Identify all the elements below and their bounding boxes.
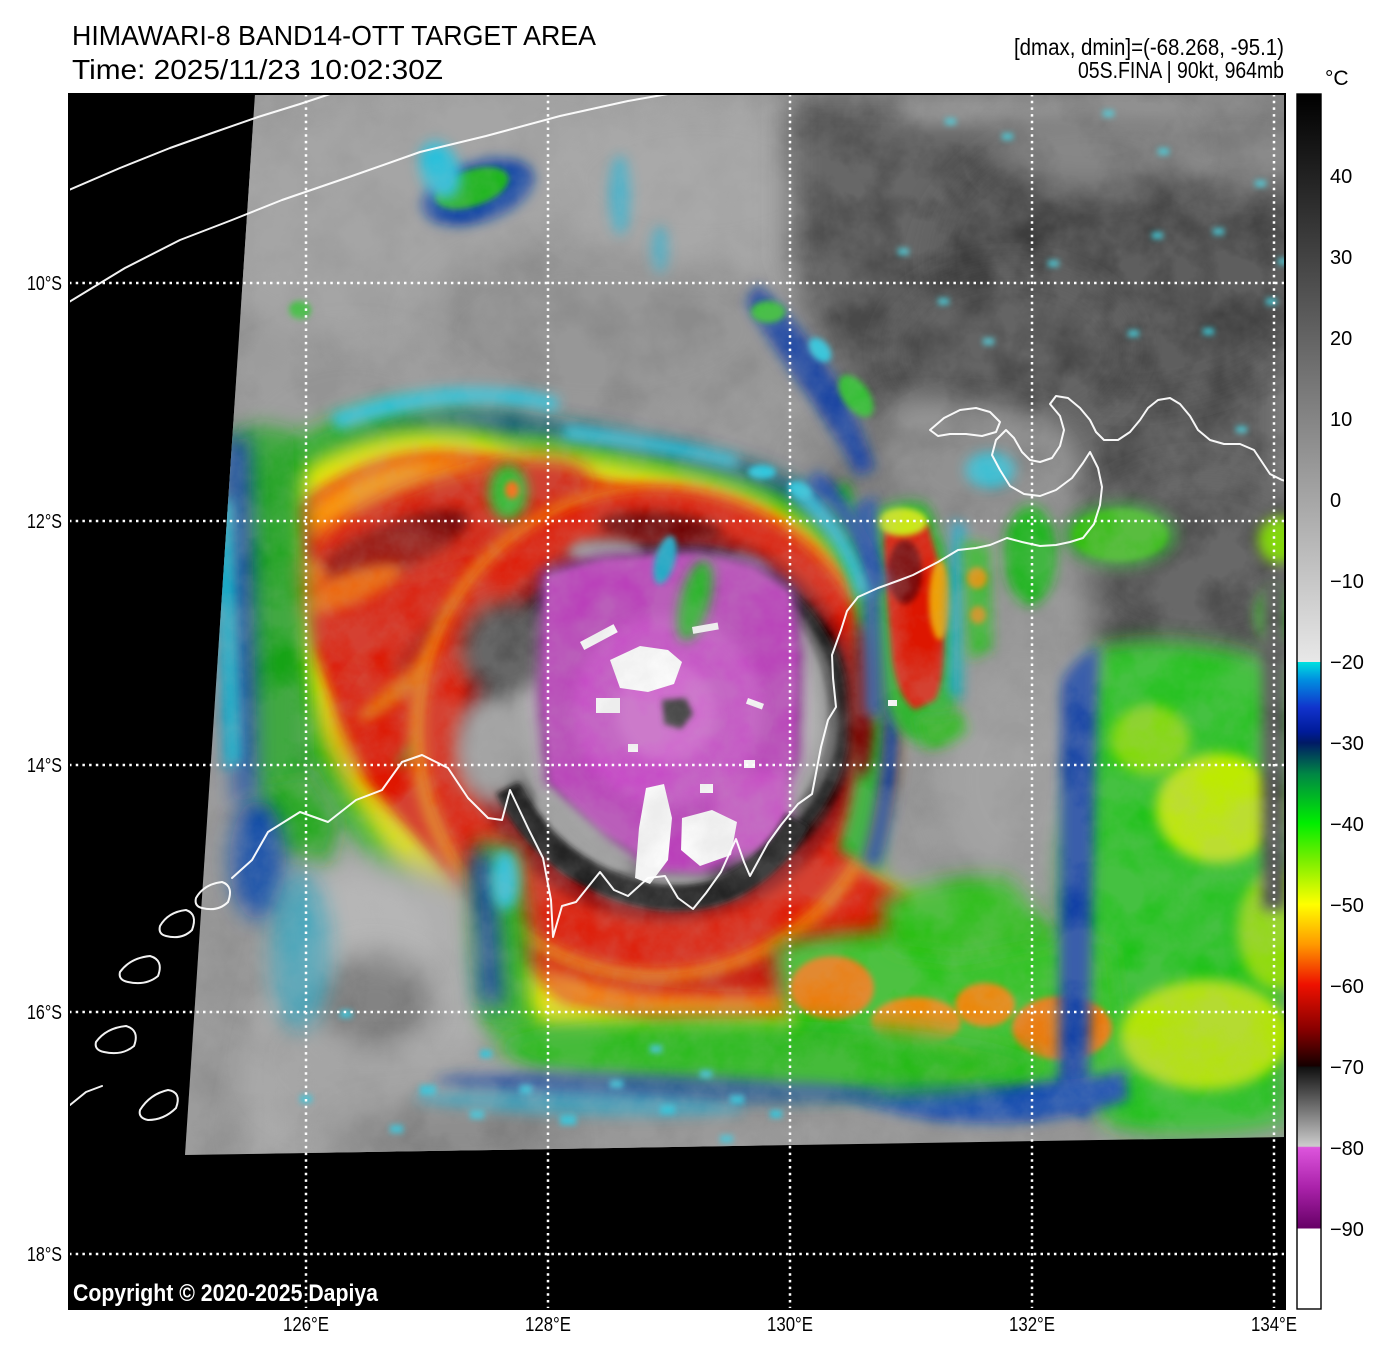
svg-text:16°S: 16°S	[27, 1002, 62, 1024]
svg-text:14°S: 14°S	[27, 755, 62, 777]
svg-text:Copyright © 2020-2025 Dapiya: Copyright © 2020-2025 Dapiya	[73, 1280, 379, 1307]
svg-text:12°S: 12°S	[27, 511, 62, 533]
svg-text:10: 10	[1330, 409, 1352, 431]
svg-text:−20: −20	[1330, 652, 1364, 674]
svg-text:134°E: 134°E	[1251, 1314, 1297, 1336]
svg-text:20: 20	[1330, 328, 1352, 350]
svg-text:40: 40	[1330, 166, 1352, 188]
svg-text:−50: −50	[1330, 895, 1364, 917]
svg-text:05S.FINA | 90kt, 964mb: 05S.FINA | 90kt, 964mb	[1078, 57, 1284, 83]
svg-text:−10: −10	[1330, 571, 1364, 593]
svg-text:130°E: 130°E	[767, 1314, 813, 1336]
svg-text:−30: −30	[1330, 733, 1364, 755]
svg-text:132°E: 132°E	[1009, 1314, 1055, 1336]
svg-text:−60: −60	[1330, 976, 1364, 998]
svg-text:126°E: 126°E	[283, 1314, 329, 1336]
svg-text:10°S: 10°S	[27, 273, 62, 295]
svg-text:−40: −40	[1330, 814, 1364, 836]
svg-text:Time: 2025/11/23 10:02:30Z: Time: 2025/11/23 10:02:30Z	[72, 54, 443, 85]
svg-text:°C: °C	[1325, 67, 1349, 90]
svg-text:[dmax, dmin]=(-68.268, -95.1): [dmax, dmin]=(-68.268, -95.1)	[1014, 34, 1284, 60]
svg-text:−90: −90	[1330, 1219, 1364, 1241]
svg-text:0: 0	[1330, 490, 1341, 512]
svg-text:−80: −80	[1330, 1138, 1364, 1160]
svg-text:HIMAWARI-8 BAND14-OTT TARGET A: HIMAWARI-8 BAND14-OTT TARGET AREA	[72, 20, 596, 51]
svg-text:−70: −70	[1330, 1057, 1364, 1079]
svg-text:30: 30	[1330, 247, 1352, 269]
svg-text:128°E: 128°E	[525, 1314, 571, 1336]
svg-text:18°S: 18°S	[27, 1244, 62, 1266]
